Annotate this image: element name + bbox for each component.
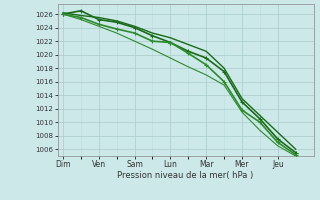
X-axis label: Pression niveau de la mer( hPa ): Pression niveau de la mer( hPa ) bbox=[117, 171, 254, 180]
